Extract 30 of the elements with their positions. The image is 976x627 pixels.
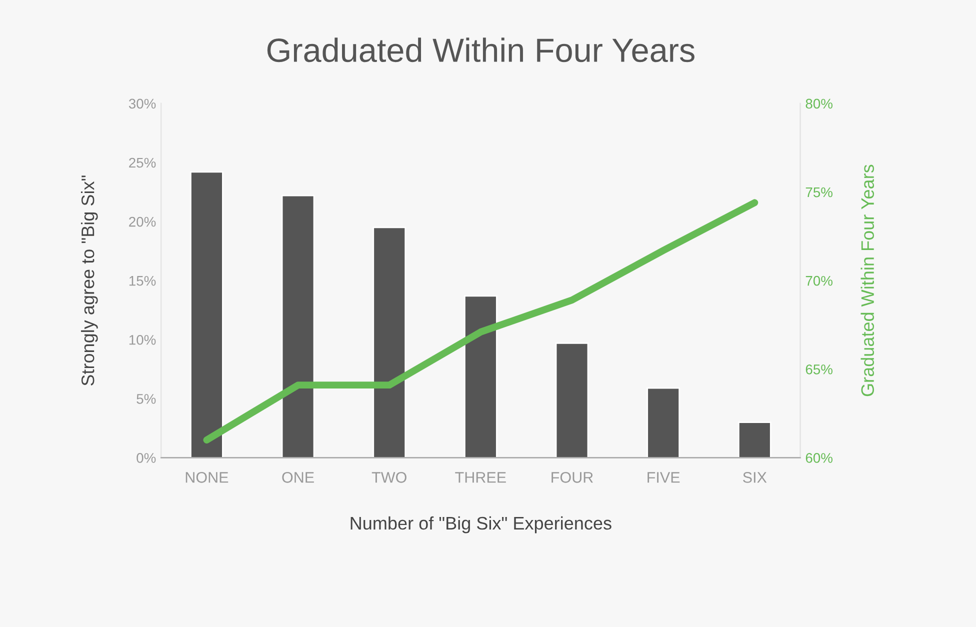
bar — [190, 171, 224, 458]
y2-tick-label: 75% — [806, 187, 832, 198]
y-tick-label: 5% — [136, 394, 156, 404]
x-tick-label: ONE — [282, 472, 314, 483]
y2-axis-title: Graduated Within Four Years — [860, 164, 874, 396]
x-axis-title: Number of "Big Six" Experiences — [350, 516, 612, 534]
x-tick-label: FOUR — [552, 472, 593, 483]
bar — [372, 226, 406, 458]
chart-title: Graduated Within Four Years — [267, 38, 694, 62]
y2-tick-label: 70% — [806, 276, 832, 286]
x-tick-label: SIX — [743, 472, 767, 483]
y-tick-label: 20% — [129, 216, 156, 227]
y-tick-label: 10% — [129, 334, 156, 345]
bar — [738, 422, 772, 458]
x-tick-label: THREE — [455, 472, 506, 483]
x-tick-label: FIVE — [648, 472, 680, 483]
bar — [464, 295, 498, 458]
y2-tick-label: 60% — [806, 453, 832, 463]
y-tick-label: 15% — [129, 276, 156, 286]
bar — [555, 342, 589, 458]
y-tick-label: 0% — [136, 453, 156, 463]
x-tick-label: NONE — [186, 472, 228, 483]
y2-tick-label: 80% — [806, 98, 832, 109]
y-axis-title: Strongly agree to "Big Six" — [80, 176, 98, 386]
bar — [646, 387, 680, 458]
x-tick-label: TWO — [372, 472, 406, 483]
y2-tick-label: 65% — [806, 364, 832, 374]
y-tick-label: 30% — [128, 98, 156, 109]
bar — [281, 194, 315, 458]
y-tick-label: 25% — [129, 158, 156, 168]
